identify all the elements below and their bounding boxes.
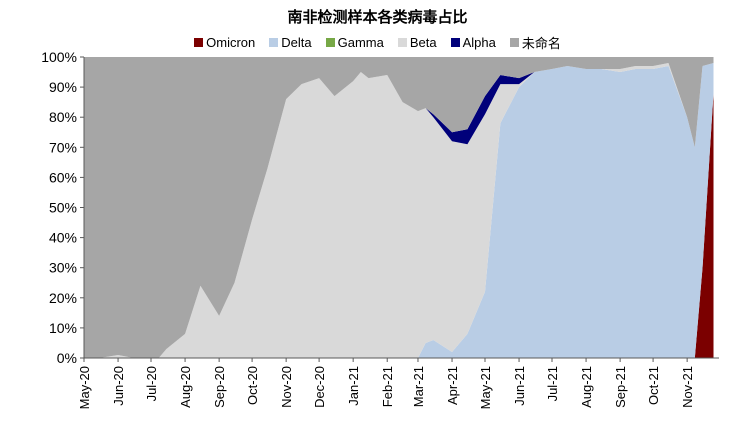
x-tick-label: Sep-20 (212, 366, 227, 408)
legend-label: Gamma (337, 35, 384, 50)
x-tick-label: Aug-20 (178, 366, 193, 408)
x-tick-label: Dec-20 (312, 366, 327, 408)
y-tick-label: 0% (57, 350, 77, 366)
legend-swatch (509, 38, 519, 47)
series-area-未命名 (84, 57, 714, 358)
y-tick-label: 40% (49, 230, 77, 246)
x-tick-label: Oct-21 (646, 366, 661, 405)
chart-legend: Omicron Delta Gamma Beta Alpha 未命名 (0, 33, 755, 52)
x-tick-label: May-20 (77, 366, 92, 409)
y-tick-label: 70% (49, 139, 77, 155)
x-tick-label: Jul-21 (545, 366, 560, 401)
x-tick-label: Jul-20 (144, 366, 159, 401)
x-tick-label: Jun-20 (111, 366, 126, 406)
y-tick-label: 20% (49, 290, 77, 306)
y-tick-label: 90% (49, 79, 77, 95)
legend-label: Alpha (462, 35, 496, 50)
legend-item: Beta (397, 33, 437, 52)
legend-item: Alpha (450, 33, 496, 52)
legend-swatch (269, 38, 279, 47)
y-tick-label: 80% (49, 109, 77, 125)
legend-label: 未命名 (521, 36, 561, 51)
legend-swatch (450, 38, 460, 47)
y-tick-label: 30% (49, 260, 77, 276)
x-tick-label: Aug-21 (579, 366, 594, 408)
legend-label: Delta (281, 35, 312, 50)
legend-swatch (397, 38, 407, 47)
series-area-Delta (84, 63, 714, 359)
x-tick-label: Jun-21 (512, 366, 527, 406)
x-tick-label: Nov-20 (279, 366, 294, 408)
legend-item: Omicron (194, 33, 255, 52)
series-area-Beta (84, 63, 714, 359)
y-tick-label: 100% (41, 49, 77, 65)
y-tick-label: 10% (49, 320, 77, 336)
x-tick-label: Apr-21 (445, 366, 460, 405)
x-tick-label: Oct-20 (245, 366, 260, 405)
x-tick-label: Jan-21 (346, 366, 361, 406)
legend-item: Delta (269, 33, 312, 52)
legend-swatch (325, 38, 335, 47)
y-tick-label: 50% (49, 200, 77, 216)
x-tick-label: Sep-21 (613, 366, 628, 408)
legend-item: Gamma (325, 33, 384, 52)
legend-label: Beta (409, 35, 437, 50)
legend-label: Omicron (206, 35, 256, 50)
x-tick-label: Mar-21 (411, 366, 426, 407)
x-tick-label: May-21 (478, 366, 493, 409)
chart-title: 南非检测样本各类病毒占比 (287, 8, 468, 26)
x-tick-label: Feb-21 (380, 366, 395, 407)
x-tick-label: Nov-21 (680, 366, 695, 408)
y-tick-label: 60% (49, 169, 77, 185)
legend-swatch (194, 38, 204, 47)
legend-item: 未命名 (509, 33, 561, 52)
